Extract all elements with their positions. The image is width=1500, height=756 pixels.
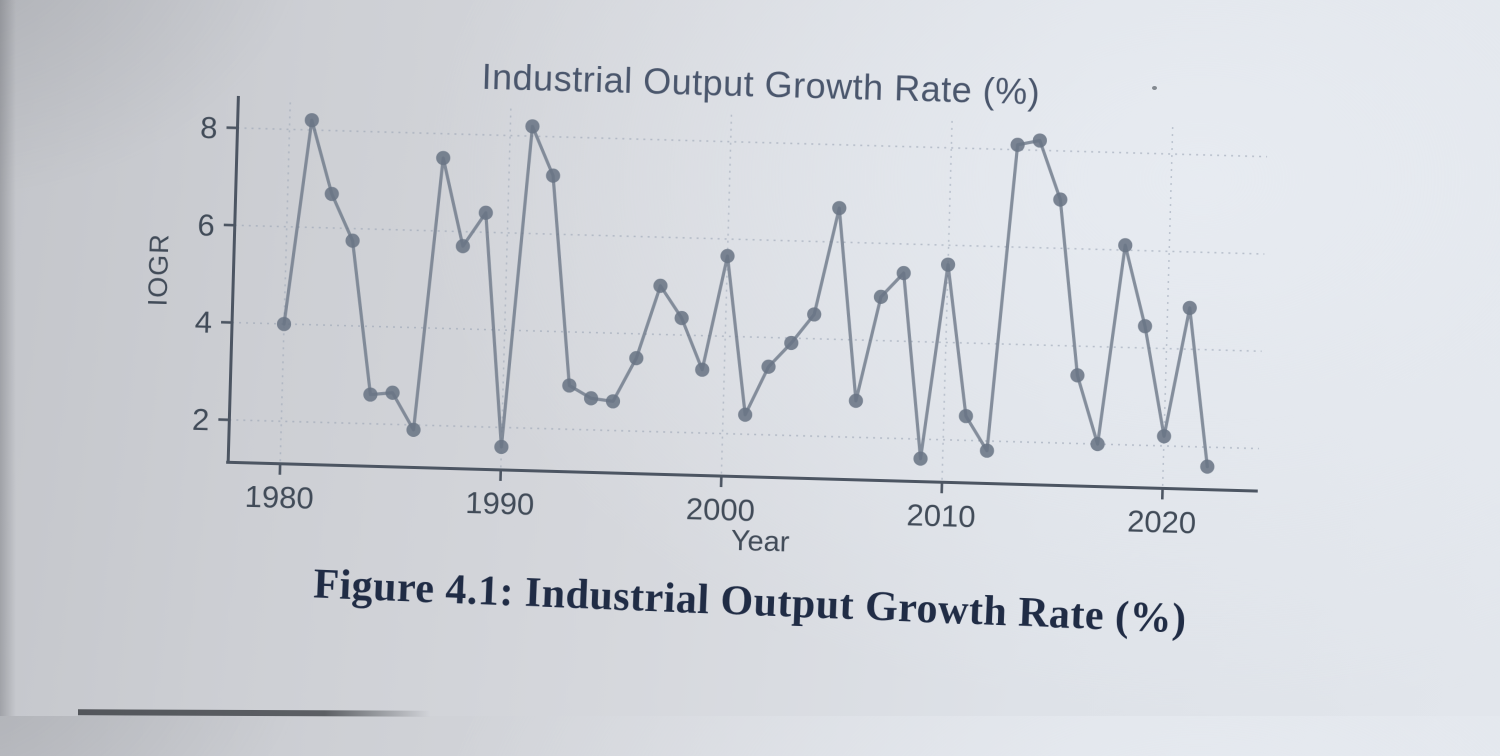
data-point-2012 [980, 443, 995, 458]
data-point-2000 [720, 249, 735, 264]
data-point-2021 [1182, 301, 1197, 316]
chart-title: Industrial Output Growth Rate (%) [481, 56, 1041, 113]
y-tick-label-8: 8 [200, 110, 218, 145]
gridline-h-4 [232, 323, 1262, 352]
data-point-2022 [1200, 459, 1215, 474]
data-point-1991 [525, 119, 540, 134]
data-point-2005 [832, 201, 847, 216]
y-axis-label: IOGR [142, 233, 174, 307]
data-point-2016 [1070, 368, 1085, 383]
x-tick-label-1980: 1980 [244, 479, 314, 516]
x-tick-label-2010: 2010 [906, 497, 976, 534]
data-point-2009 [913, 451, 928, 466]
data-point-2019 [1138, 319, 1153, 334]
data-point-2011 [959, 409, 974, 424]
data-point-1993 [562, 378, 577, 393]
data-point-1999 [695, 362, 710, 377]
gridline-h-8 [237, 128, 1267, 157]
data-point-2014 [1033, 133, 1048, 148]
data-point-1994 [584, 391, 599, 406]
data-point-2010 [941, 257, 956, 272]
x-tick-label-2020: 2020 [1127, 503, 1197, 540]
data-point-1987 [436, 151, 451, 166]
data-point-1995 [606, 394, 621, 409]
data-point-1992 [546, 168, 561, 183]
photo-background: 2 4 6 8 1980 1990 2000 2010 2020 Industrial Outpu… [0, 0, 1500, 716]
data-point-1984 [363, 387, 378, 402]
data-point-1983 [345, 233, 360, 248]
x-tick-label-2000: 2000 [685, 491, 755, 528]
data-point-1981 [305, 113, 320, 128]
data-point-2020 [1157, 429, 1172, 444]
data-point-2018 [1118, 238, 1133, 253]
data-point-1985 [385, 385, 400, 400]
gridline-h-6 [235, 225, 1265, 254]
data-point-1982 [324, 187, 339, 202]
y-tick-label-6: 6 [197, 207, 215, 242]
data-point-1990 [494, 440, 509, 455]
y-axis [228, 96, 238, 464]
data-point-2006 [849, 394, 864, 409]
gridline-v-2000 [721, 115, 731, 476]
dust-speck [1152, 86, 1157, 90]
y-tick-label-4: 4 [194, 304, 212, 339]
y-tick-label-2: 2 [192, 402, 210, 437]
data-point-2017 [1090, 437, 1105, 452]
data-point-2015 [1053, 192, 1068, 207]
data-point-1980 [277, 317, 292, 332]
data-point-1996 [629, 351, 644, 366]
x-axis [226, 462, 1258, 491]
x-axis-label: Year [730, 525, 790, 559]
data-point-2001 [738, 407, 753, 422]
x-tick-label-1990: 1990 [465, 485, 535, 522]
